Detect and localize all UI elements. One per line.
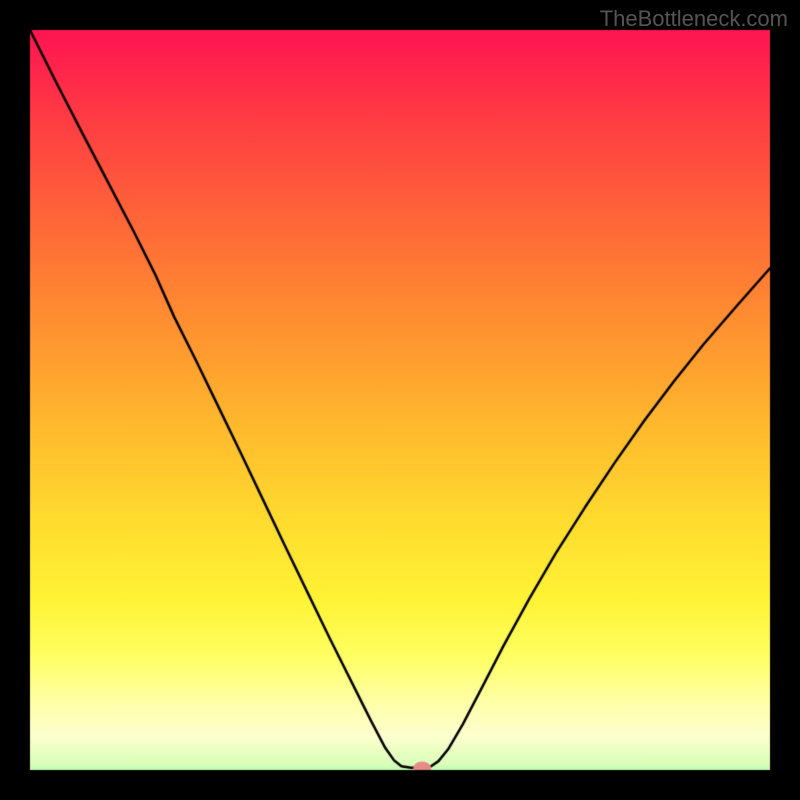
watermark-text: TheBottleneck.com [600, 6, 788, 32]
bottleneck-curve-canvas [0, 0, 800, 800]
chart-container: TheBottleneck.com [0, 0, 800, 800]
